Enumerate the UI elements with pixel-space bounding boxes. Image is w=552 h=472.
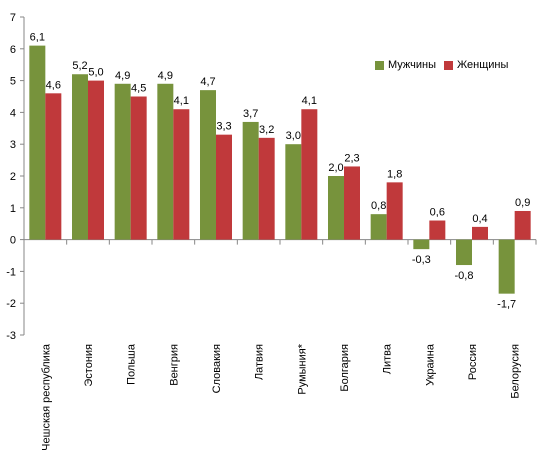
- data-label: 3,3: [216, 121, 231, 133]
- data-label: 0,4: [472, 213, 487, 225]
- legend-swatch-men: [375, 60, 384, 70]
- bar-men: [370, 214, 387, 240]
- data-label: 3,2: [259, 124, 274, 136]
- bar-men: [242, 121, 259, 240]
- x-tick-label: Эстония: [83, 344, 95, 387]
- x-tick-label: Литва: [382, 343, 394, 374]
- bar-women: [45, 93, 62, 240]
- data-label: 5,2: [72, 60, 87, 72]
- data-label: 6,1: [30, 32, 45, 44]
- bar-women: [344, 166, 360, 240]
- legend-item-women: Женщины: [444, 59, 508, 71]
- bar-men: [456, 239, 472, 266]
- data-label: 0,8: [371, 200, 386, 212]
- bar-men: [114, 83, 131, 240]
- data-label: 0,6: [430, 207, 445, 219]
- data-label: 4,7: [200, 76, 215, 88]
- x-tick-label: Россия: [467, 344, 479, 380]
- data-label: 4,5: [131, 83, 146, 95]
- y-tick-label: -1: [6, 266, 16, 278]
- data-label: 4,9: [158, 70, 173, 82]
- data-label: 4,9: [115, 70, 130, 82]
- bar-women: [472, 226, 488, 240]
- y-tick-label: 4: [10, 107, 16, 119]
- bar-women: [216, 134, 232, 240]
- bar-men: [157, 83, 174, 240]
- x-tick-label: Болгария: [339, 344, 351, 392]
- bar-women: [258, 137, 275, 240]
- data-label: -1,7: [497, 299, 516, 311]
- bar-women: [514, 210, 531, 240]
- bar-men: [285, 144, 302, 240]
- legend-label-women: Женщины: [457, 59, 509, 71]
- bar-men: [498, 239, 515, 294]
- y-tick-label: 6: [10, 44, 16, 56]
- x-tick-label: Латвия: [254, 344, 266, 380]
- data-label: 4,1: [174, 95, 189, 107]
- data-label: 1,8: [387, 168, 402, 180]
- bar-men: [72, 74, 88, 240]
- bar-women: [301, 109, 318, 240]
- data-label: 4,1: [302, 95, 317, 107]
- data-label: 5,0: [88, 67, 103, 79]
- y-tick-label: -3: [6, 330, 16, 342]
- legend-label-men: Мужчины: [388, 59, 437, 71]
- x-tick-label: Словакия: [211, 344, 223, 393]
- legend-swatch-women: [444, 60, 454, 70]
- data-label: 2,0: [328, 162, 343, 174]
- bar-men: [29, 45, 46, 240]
- y-tick-label: 7: [10, 12, 16, 24]
- bar-men: [200, 90, 216, 240]
- bar-women: [429, 220, 446, 240]
- data-label: 4,6: [46, 79, 61, 91]
- bar-men: [328, 176, 344, 240]
- y-tick-label: 2: [10, 171, 16, 183]
- y-tick-label: 1: [10, 203, 16, 215]
- bar-women: [386, 182, 403, 240]
- y-tick-label: 5: [10, 76, 16, 88]
- data-label: 3,7: [243, 108, 258, 120]
- x-tick-label: Чешская республика: [40, 343, 52, 451]
- bar-men: [413, 239, 430, 250]
- legend-item-men: Мужчины: [375, 59, 436, 71]
- x-tick-label: Украина: [424, 343, 436, 386]
- x-tick-label: Белорусия: [510, 344, 522, 399]
- bar-women: [130, 96, 147, 240]
- x-tick-label: Венгрия: [168, 344, 180, 386]
- x-tick-label: Румыния*: [296, 343, 308, 394]
- x-tick-label: Польша: [126, 343, 138, 385]
- data-label: 0,9: [515, 197, 530, 209]
- bar-women: [88, 80, 104, 240]
- data-label: -0,8: [455, 270, 474, 282]
- legend: Мужчины Женщины: [375, 59, 516, 71]
- y-tick-label: -2: [6, 298, 16, 310]
- data-label: -0,3: [412, 254, 431, 266]
- data-label: 2,3: [344, 152, 359, 164]
- data-label: 3,0: [286, 130, 301, 142]
- y-tick-label: 3: [10, 139, 16, 151]
- y-tick-label: 0: [10, 235, 16, 247]
- bar-women: [173, 109, 190, 240]
